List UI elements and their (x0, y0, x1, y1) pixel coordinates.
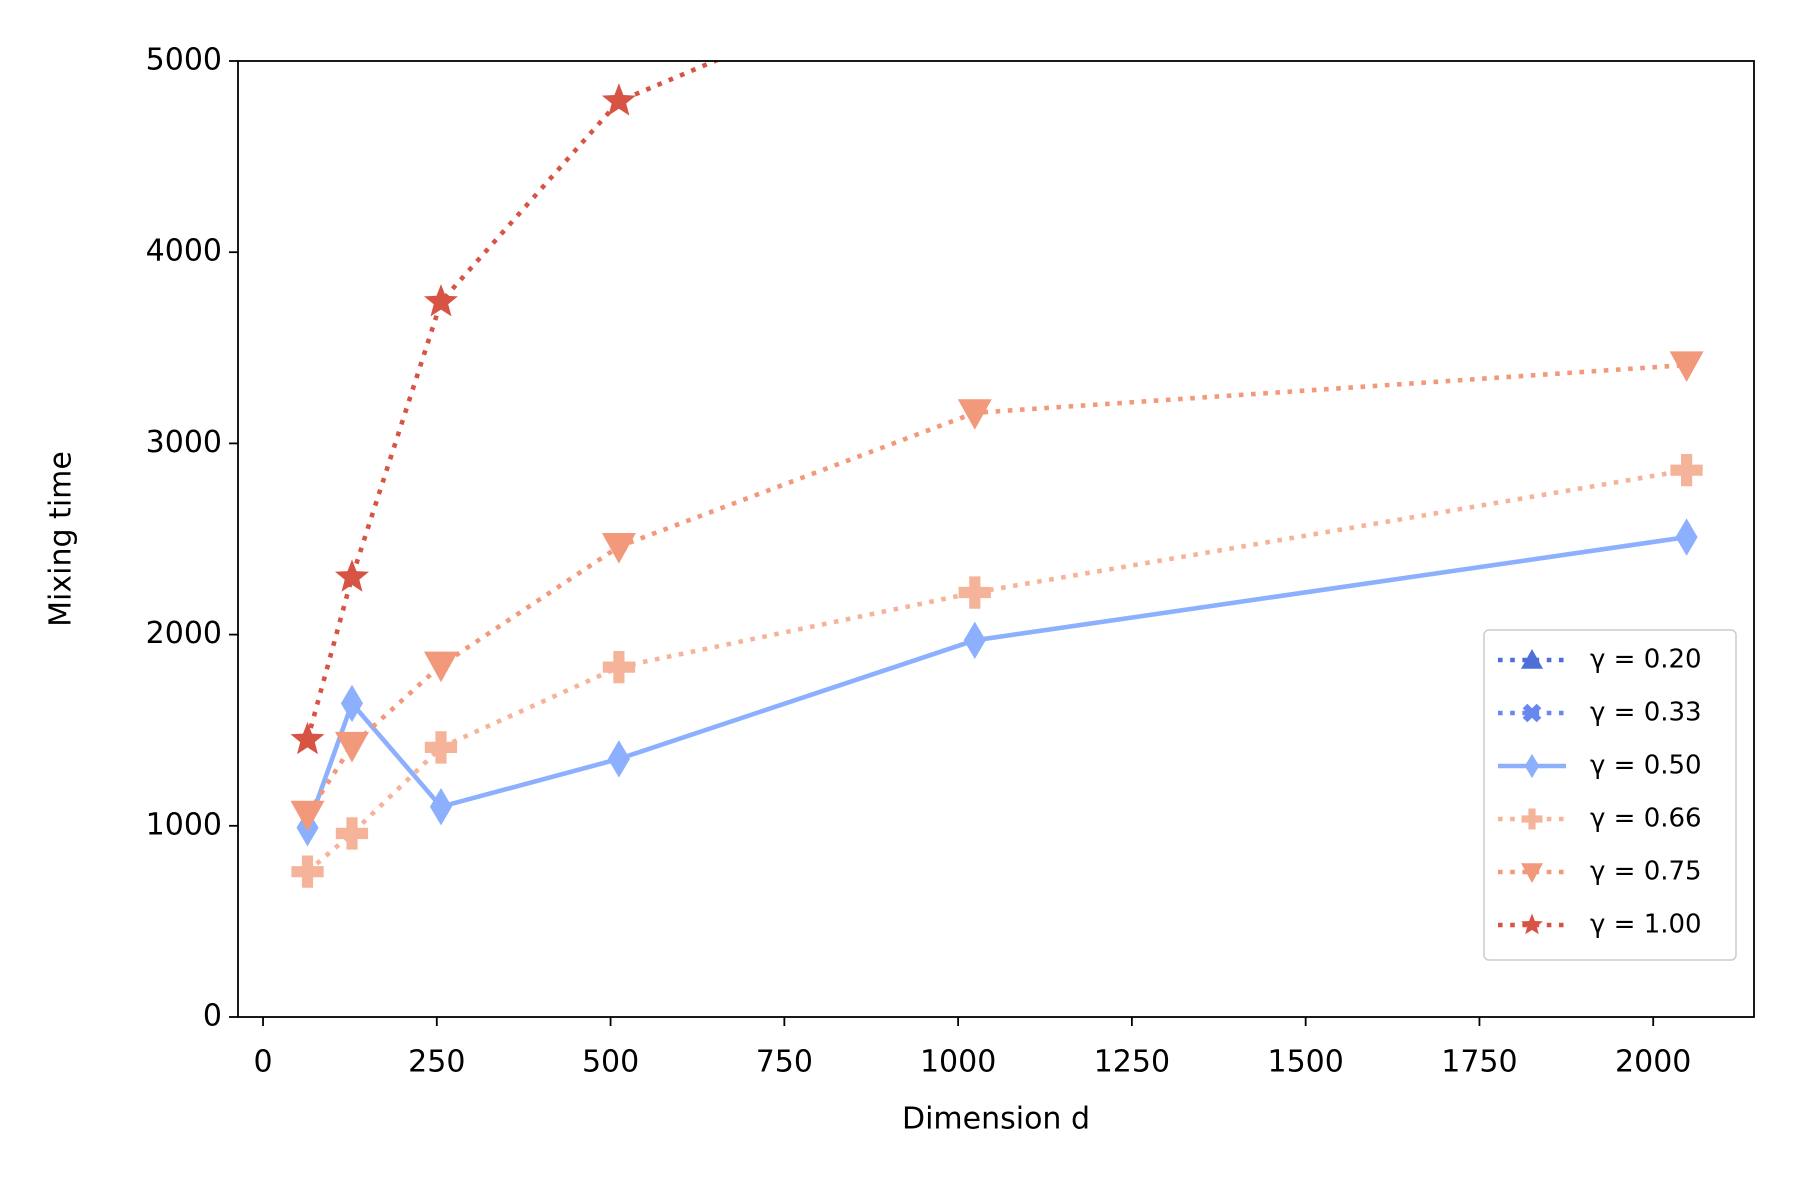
x-tick-label: 2000 (1615, 1045, 1691, 1080)
series-line (305, 362, 1687, 816)
data-point (335, 817, 369, 850)
data-point (957, 399, 992, 430)
x-axis-label: Dimension d (902, 1102, 1090, 1137)
legend-marker (1524, 753, 1540, 779)
plot-area (290, 61, 1704, 888)
legend-label: γ = 0.33 (1590, 698, 1702, 728)
y-tick-label: 3000 (146, 425, 222, 460)
x-tick-label: 1750 (1441, 1045, 1517, 1080)
x-tick-label: 0 (253, 1045, 272, 1080)
legend-marker (1521, 649, 1543, 669)
x-tick-label: 500 (582, 1045, 639, 1080)
y-tick-label: 1000 (146, 807, 222, 842)
y-tick-label: 0 (203, 999, 222, 1034)
y-tick-label: 5000 (146, 43, 222, 78)
x-tick-label: 1000 (920, 1045, 996, 1080)
x-tick-label: 1500 (1267, 1045, 1343, 1080)
data-point (291, 855, 324, 888)
legend-marker (1521, 808, 1543, 830)
y-axis-label: Mixing time (44, 451, 79, 627)
legend-label: γ = 1.00 (1590, 910, 1702, 940)
data-point (963, 621, 986, 659)
data-point (424, 651, 458, 683)
y-tick-label: 4000 (146, 234, 222, 269)
legend-label: γ = 0.75 (1590, 857, 1702, 887)
data-point (335, 731, 369, 763)
series-line (305, 61, 721, 741)
axes-frame (237, 60, 1755, 1018)
data-point (601, 83, 636, 116)
data-point (290, 721, 325, 755)
data-point (601, 533, 636, 564)
legend-label: γ = 0.50 (1590, 751, 1702, 781)
data-point (602, 651, 636, 684)
legend-marker (1521, 913, 1543, 935)
data-point (1675, 518, 1698, 556)
data-point (1670, 454, 1703, 487)
legend: γ = 0.20 γ = 0.33 γ = 0.50 γ = 0.66 γ = 0.75… (1483, 629, 1737, 961)
data-point (290, 800, 325, 832)
legend-label: γ = 0.66 (1590, 804, 1702, 834)
legend-marker (1521, 863, 1543, 883)
x-tick-label: 1250 (1094, 1045, 1170, 1080)
data-point (335, 559, 369, 592)
x-tick-label: 750 (756, 1045, 813, 1080)
legend-marker (1522, 703, 1542, 723)
data-point (340, 684, 363, 723)
x-tick-label: 250 (408, 1045, 465, 1080)
data-point (607, 740, 630, 778)
data-point (424, 284, 458, 317)
legend-label: γ = 0.20 (1590, 645, 1702, 675)
data-point (424, 731, 458, 764)
series-line (305, 467, 1687, 874)
data-point (429, 788, 452, 826)
data-point (958, 576, 991, 609)
series-line (305, 534, 1687, 829)
y-tick-label: 2000 (146, 616, 222, 651)
data-point (1669, 351, 1704, 382)
